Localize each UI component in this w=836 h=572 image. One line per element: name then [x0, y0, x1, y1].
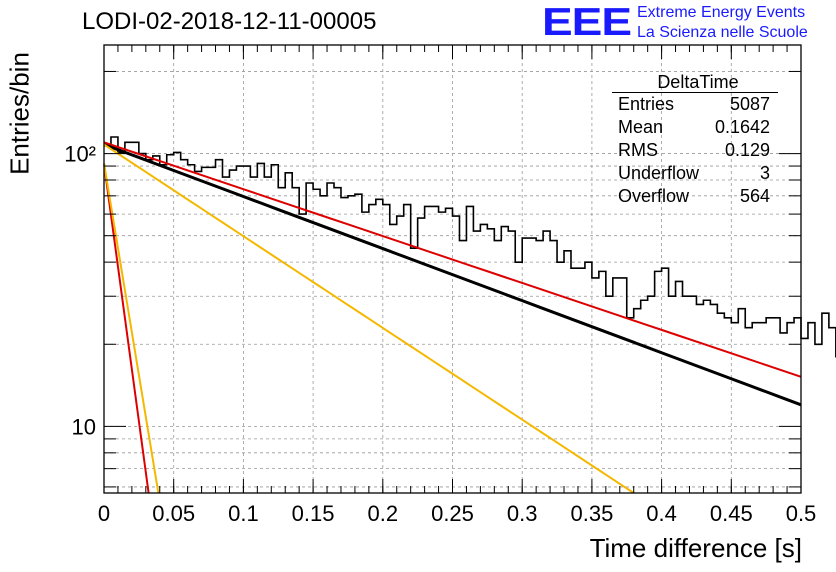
- y-tick-label: 10: [72, 414, 96, 439]
- x-tick-label: 0.15: [292, 501, 335, 526]
- fit-lines: [103, 141, 802, 494]
- histogram-steps: [104, 136, 836, 358]
- fit-line: [103, 141, 802, 378]
- fit-line: [103, 163, 160, 494]
- fit-line: [103, 143, 802, 407]
- stats-label: Overflow: [618, 186, 690, 206]
- x-tick-label: 0.35: [570, 501, 613, 526]
- y-axis-label: Entries/bin: [4, 52, 35, 175]
- x-tick-label: 0: [98, 501, 110, 526]
- stats-row: Entries 5087: [612, 93, 778, 116]
- stats-row: Mean 0.1642: [612, 116, 778, 139]
- x-tick-label: 0.5: [786, 501, 817, 526]
- stats-title: DeltaTime: [612, 72, 778, 93]
- stats-value: 0.129: [724, 140, 770, 160]
- stats-row: RMS 0.129: [612, 139, 778, 162]
- y-tick-label: 10²: [64, 142, 96, 167]
- stats-value: 564: [739, 186, 770, 206]
- logo-text-line1: Extreme Energy Events: [637, 4, 806, 21]
- chart-axes: 0 0.05 0.1 0.15 0.2 0.25 0.3 0.35 0.4 0.45 0.5 10 10…: [64, 45, 816, 526]
- x-tick-label: 0.3: [507, 501, 538, 526]
- x-axis-label: Time difference [s]: [589, 533, 802, 563]
- x-tick-label: 0.1: [228, 501, 259, 526]
- stats-label: Mean: [618, 117, 664, 137]
- x-tick-label: 0.2: [368, 501, 399, 526]
- fit-line: [103, 143, 635, 494]
- x-tick-label: 0.05: [152, 501, 195, 526]
- stats-label: RMS: [618, 140, 658, 160]
- eee-logo: EEE: [542, 0, 632, 44]
- x-tick-label: 0.4: [646, 501, 677, 526]
- stats-box: DeltaTime Entries 5087 Mean 0.1642 RMS 0.129 U…: [612, 72, 778, 208]
- fit-line: [103, 163, 150, 494]
- stats-label: Underflow: [618, 163, 700, 183]
- histogram: [104, 136, 836, 358]
- logo-text-line2: La Scienza nelle Scuole: [637, 24, 808, 41]
- stats-row: Underflow 3: [612, 162, 778, 185]
- chart-title: LODI-02-2018-12-11-00005: [82, 8, 377, 35]
- stats-value: 0.1642: [714, 117, 770, 137]
- stats-row: Overflow 564: [612, 185, 778, 208]
- chart-grid: [104, 45, 801, 493]
- x-tick-label: 0.25: [431, 501, 474, 526]
- stats-label: Entries: [618, 94, 675, 114]
- stats-value: 5087: [729, 94, 770, 114]
- stats-value: 3: [759, 163, 770, 183]
- x-tick-label: 0.45: [710, 501, 753, 526]
